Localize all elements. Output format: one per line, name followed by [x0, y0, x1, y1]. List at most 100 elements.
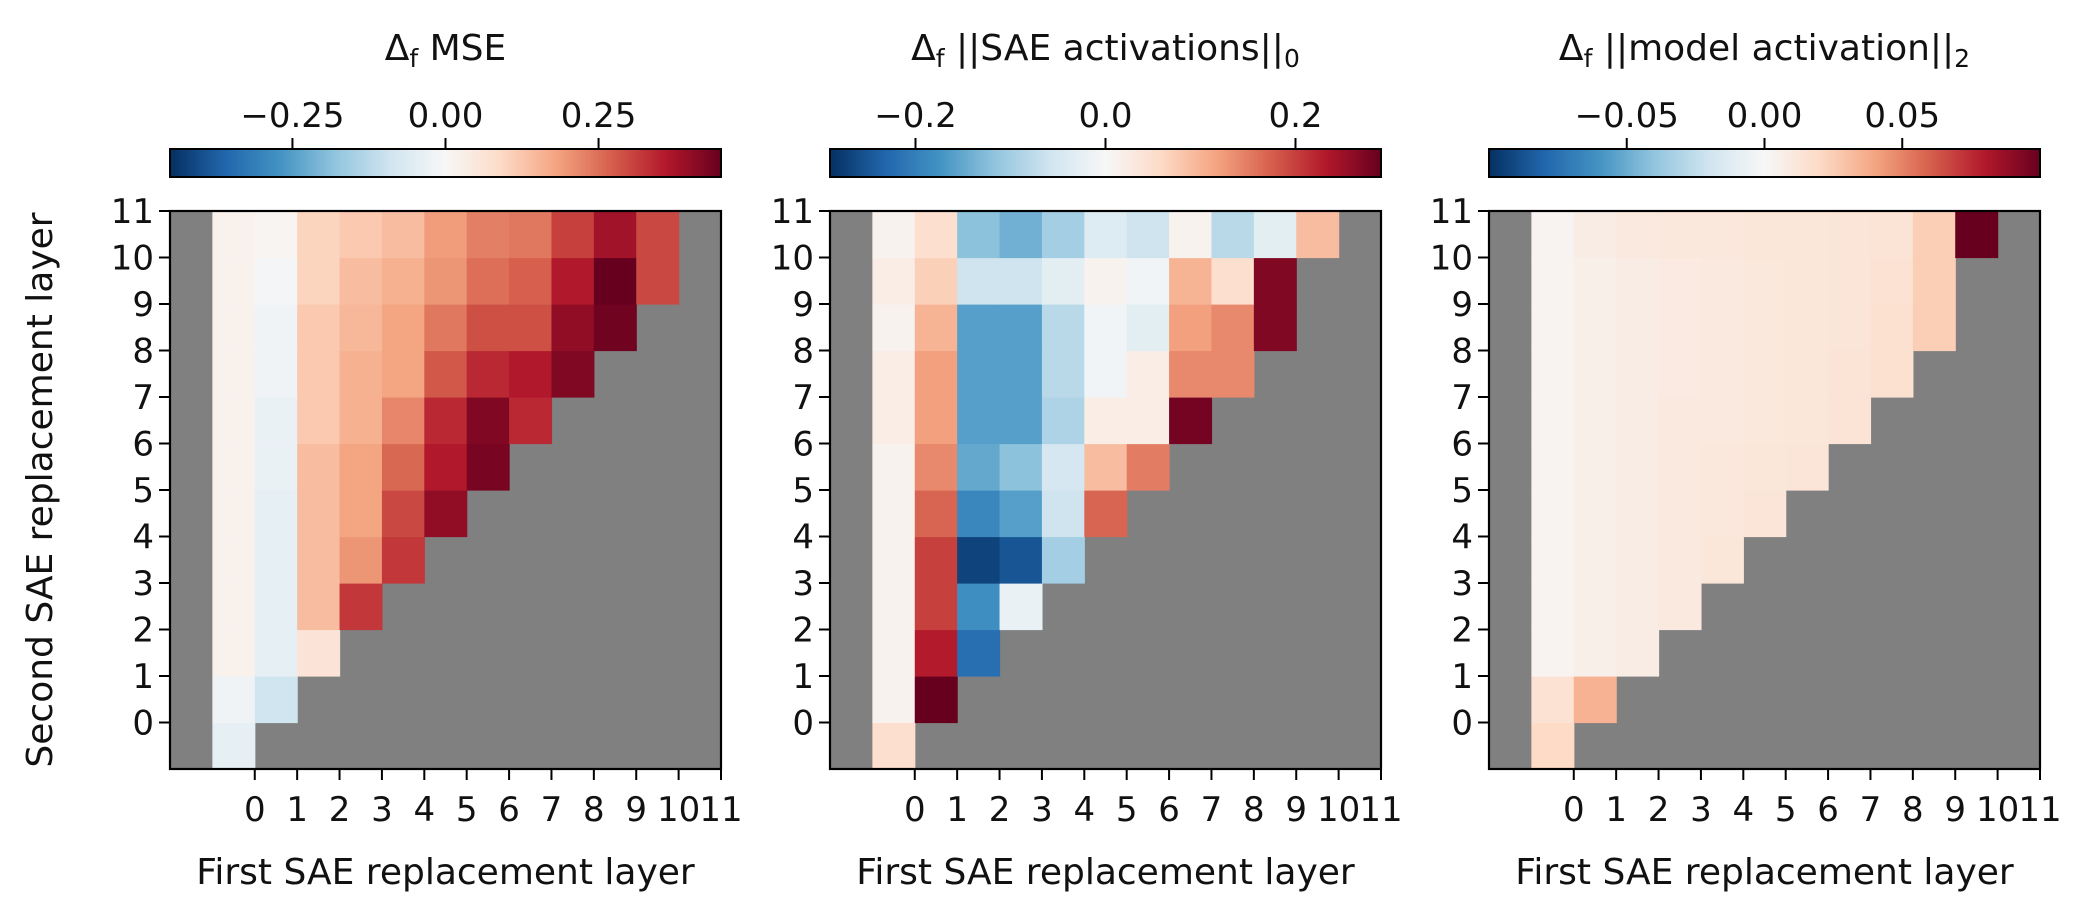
heatmap-cell [957, 350, 1001, 398]
x-tick-label: 1 [1605, 790, 1627, 830]
x-tick-label: 5 [1775, 790, 1797, 830]
colorbar-tick-label: 0.00 [408, 96, 484, 136]
heatmap-cell [957, 629, 1001, 677]
heatmap-cell [1573, 350, 1617, 398]
heatmap-cell [1828, 257, 1872, 305]
heatmap-cell [1658, 490, 1702, 538]
heatmap-cell [914, 676, 958, 724]
heatmap-cell [914, 536, 958, 584]
y-tick-label: 3 [792, 564, 814, 604]
heatmap-cell [593, 211, 637, 259]
heatmap-cell [957, 211, 1001, 259]
heatmap-cell [872, 304, 916, 352]
heatmap-cell [1785, 257, 1829, 305]
heatmap-cell [1531, 629, 1575, 677]
x-tick-label: 10 [1317, 790, 1360, 830]
x-tick-label: 5 [456, 790, 478, 830]
heatmap-cell [1870, 257, 1914, 305]
y-tick-label: 0 [1451, 704, 1473, 744]
heatmap-cell [297, 304, 341, 352]
heatmap-cell [212, 536, 256, 584]
x-tick-label: 3 [371, 790, 393, 830]
heatmap-cell [872, 583, 916, 631]
heatmap-cell [1253, 257, 1297, 305]
x-tick-label: 1 [946, 790, 968, 830]
heatmap-cell [381, 490, 425, 538]
heatmap-cell [466, 443, 510, 491]
heatmap-cell [636, 211, 680, 259]
y-tick-label: 2 [1451, 611, 1473, 651]
x-tick-label: 0 [904, 790, 926, 830]
heatmap-cell [1041, 350, 1085, 398]
heatmap-cell [466, 350, 510, 398]
y-tick-label: 5 [792, 471, 814, 511]
heatmap-cell [1126, 397, 1170, 445]
colorbar-tick-label: −0.05 [1575, 96, 1679, 136]
heatmap-cell [593, 257, 637, 305]
heatmap-cell [1041, 443, 1085, 491]
heatmap-cell [999, 397, 1043, 445]
heatmap-cell [957, 536, 1001, 584]
heatmap-cell [254, 304, 298, 352]
heatmap-cell [872, 257, 916, 305]
heatmap-cell [339, 304, 383, 352]
colorbar-tick-label: −0.2 [874, 96, 957, 136]
heatmap-cell [1743, 304, 1787, 352]
colorbar-tick-label: 0.05 [1864, 96, 1940, 136]
heatmap-cell [1700, 490, 1744, 538]
heatmap-cell [254, 443, 298, 491]
heatmap-cell [1573, 536, 1617, 584]
heatmap-cell [1616, 443, 1660, 491]
heatmap-cell [999, 304, 1043, 352]
heatmap-cell [1785, 350, 1829, 398]
heatmap-cell [1084, 350, 1128, 398]
heatmap-cell [339, 350, 383, 398]
heatmap-cell [1573, 443, 1617, 491]
heatmap-cell [1658, 211, 1702, 259]
heatmap-cell [1084, 397, 1128, 445]
heatmap-cell [1084, 443, 1128, 491]
heatmap-cell [1169, 211, 1213, 259]
y-tick-label: 9 [1451, 285, 1473, 325]
y-tick-label: 10 [1430, 239, 1473, 279]
heatmap-cell [254, 536, 298, 584]
heatmap-cell [1041, 257, 1085, 305]
y-tick-label: 5 [1451, 471, 1473, 511]
colorbar [170, 149, 721, 177]
heatmap-cell [339, 583, 383, 631]
heatmap-cell [1253, 304, 1297, 352]
y-tick-label: 2 [792, 611, 814, 651]
heatmap-cell [254, 397, 298, 445]
heatmap-cell [636, 257, 680, 305]
heatmap-cell [957, 257, 1001, 305]
heatmap-cell [1912, 257, 1956, 305]
heatmap-cell [1616, 629, 1660, 677]
x-tick-label: 0 [1563, 790, 1585, 830]
heatmap-cell [339, 211, 383, 259]
y-tick-label: 7 [1451, 378, 1473, 418]
heatmap-cell [593, 304, 637, 352]
colorbar-title: Δf ||model activation||2 [1559, 28, 1970, 73]
heatmap-cell [1658, 536, 1702, 584]
heatmap-cell [1211, 257, 1255, 305]
heatmap-cell [1700, 443, 1744, 491]
y-tick-label: 3 [132, 564, 154, 604]
heatmap-cell [424, 397, 468, 445]
heatmap-cell [1531, 304, 1575, 352]
heatmap-cell [254, 583, 298, 631]
heatmap-cell [1211, 304, 1255, 352]
heatmap-cell [212, 676, 256, 724]
heatmap-cell [551, 304, 595, 352]
x-tick-label: 11 [1359, 790, 1402, 830]
heatmap-cell [1084, 211, 1128, 259]
heatmap-cell [509, 350, 553, 398]
heatmap-cell [297, 350, 341, 398]
heatmap-cell [1785, 443, 1829, 491]
heatmap-cell [212, 257, 256, 305]
heatmap-cell [872, 536, 916, 584]
heatmap-cell [914, 443, 958, 491]
heatmap-cell [1573, 676, 1617, 724]
x-tick-label: 7 [1201, 790, 1223, 830]
heatmap-cell [339, 536, 383, 584]
heatmap-cell [424, 443, 468, 491]
